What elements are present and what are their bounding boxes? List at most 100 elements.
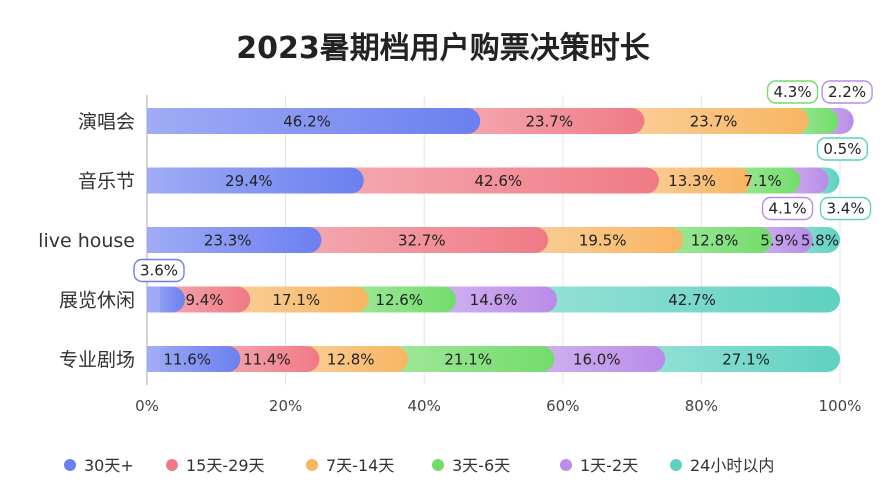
legend-item: 7天-14天 bbox=[306, 456, 394, 475]
x-tick-label: 0% bbox=[135, 397, 159, 415]
x-tick-label: 100% bbox=[819, 397, 862, 415]
segment-labels: 46.2% 23.7% 23.7% 4.3% 2.2% 0.5% 29.4% 42.6% 13.… bbox=[133, 80, 873, 369]
legend-label: 15天-29天 bbox=[186, 456, 265, 475]
chart-title: 2023暑期档用户购票决策时长 bbox=[236, 31, 650, 66]
legend-marker bbox=[670, 459, 682, 471]
legend-label: 3天-6天 bbox=[452, 456, 510, 475]
data-label: 7.1% bbox=[744, 172, 782, 190]
bar-segment bbox=[147, 167, 364, 194]
legend-item: 15天-29天 bbox=[166, 456, 265, 475]
data-label: 29.4% bbox=[225, 172, 273, 190]
bar-segment bbox=[632, 167, 752, 194]
data-label: 42.7% bbox=[668, 291, 716, 309]
x-tick-label: 80% bbox=[685, 397, 718, 415]
bar-segment bbox=[342, 286, 456, 313]
data-label: 16.0% bbox=[573, 351, 621, 369]
x-tick-label: 40% bbox=[408, 397, 441, 415]
bar-segment bbox=[295, 227, 549, 253]
callout: 4.1% bbox=[761, 196, 814, 221]
legend-label: 7天-14天 bbox=[326, 456, 394, 475]
legend-marker bbox=[560, 459, 572, 471]
callout: 3.4% bbox=[819, 196, 872, 221]
data-label: 11.6% bbox=[163, 351, 211, 369]
data-label: 5.9% bbox=[760, 232, 798, 250]
bar-segment bbox=[639, 346, 840, 372]
data-label: 23.7% bbox=[525, 113, 573, 131]
data-label: 42.6% bbox=[475, 172, 523, 190]
data-label: 0.5% bbox=[823, 140, 861, 158]
bar-segment-start bbox=[147, 286, 160, 313]
bar-segment bbox=[147, 108, 481, 134]
legend-item: 1天-2天 bbox=[560, 456, 638, 475]
legend: 30天+ 15天-29天 7天-14天 3天-6天 1天-2天 24小时以内 bbox=[64, 456, 774, 475]
callout-box bbox=[761, 196, 814, 221]
data-label: 4.3% bbox=[773, 83, 811, 101]
bars: 46.2% 23.7% 23.7% 4.3% 2.2% 0.5% 29.4% 42.6% 13.… bbox=[133, 80, 873, 372]
category-label: 展览休闲 bbox=[59, 290, 135, 312]
data-label: 9.4% bbox=[185, 291, 223, 309]
data-label: 46.2% bbox=[283, 113, 331, 131]
bar-segment bbox=[454, 108, 645, 134]
x-tick-label: 20% bbox=[269, 397, 302, 415]
bar-segment bbox=[522, 227, 684, 253]
callout-box bbox=[133, 258, 185, 283]
legend-item: 3天-6天 bbox=[432, 456, 510, 475]
bar-segment bbox=[657, 227, 772, 253]
data-label: 19.5% bbox=[579, 232, 627, 250]
x-tick-labels: 0% 20% 40% 60% 80% 100% bbox=[135, 397, 861, 415]
callout: 4.3% bbox=[766, 80, 819, 104]
bar-segment-start bbox=[147, 167, 160, 194]
data-label: 13.3% bbox=[668, 172, 716, 190]
bar-segment-start bbox=[147, 108, 160, 134]
category-label: live house bbox=[38, 230, 135, 252]
data-label: 4.1% bbox=[768, 200, 806, 218]
data-label: 12.6% bbox=[375, 291, 423, 309]
legend-marker bbox=[166, 459, 178, 471]
callout: 3.6% bbox=[133, 258, 185, 283]
legend-item: 30天+ bbox=[64, 456, 134, 475]
data-label: 11.4% bbox=[243, 351, 291, 369]
callout-box bbox=[821, 80, 873, 104]
bar-segment bbox=[147, 227, 322, 253]
data-label: 12.8% bbox=[691, 232, 739, 250]
legend-label: 1天-2天 bbox=[580, 456, 638, 475]
callout: 0.5% bbox=[816, 137, 869, 161]
bar-segment-start bbox=[147, 227, 160, 253]
data-label: 14.6% bbox=[470, 291, 518, 309]
data-label: 23.7% bbox=[690, 113, 738, 131]
bar-segment bbox=[528, 346, 666, 372]
legend-marker bbox=[432, 459, 444, 471]
data-label: 21.1% bbox=[444, 351, 492, 369]
category-label: 音乐节 bbox=[78, 171, 135, 193]
data-label: 5.8% bbox=[801, 232, 839, 250]
data-label: 3.4% bbox=[826, 200, 864, 218]
legend-label: 24小时以内 bbox=[690, 456, 774, 475]
bar-segment bbox=[382, 346, 555, 372]
bar-segment bbox=[147, 346, 241, 372]
data-label: 27.1% bbox=[722, 351, 770, 369]
bar-segment bbox=[224, 286, 369, 313]
data-label: 17.1% bbox=[273, 291, 321, 309]
callout-box bbox=[816, 137, 869, 161]
legend-item: 24小时以内 bbox=[670, 456, 774, 475]
category-label: 专业剧场 bbox=[59, 349, 135, 371]
legend-marker bbox=[64, 459, 76, 471]
data-label: 2.2% bbox=[828, 83, 866, 101]
callout-box bbox=[819, 196, 872, 221]
bar-segment bbox=[293, 346, 409, 372]
segments bbox=[147, 108, 854, 372]
bar-segment bbox=[531, 286, 840, 313]
callout: 2.2% bbox=[821, 80, 873, 104]
data-label: 23.3% bbox=[204, 232, 252, 250]
data-label: 12.8% bbox=[327, 351, 375, 369]
callout-box bbox=[766, 80, 819, 104]
bar-segment-start bbox=[147, 346, 160, 372]
bar-segment bbox=[337, 167, 659, 194]
bar-segment bbox=[214, 346, 320, 372]
category-label: 演唱会 bbox=[78, 111, 135, 133]
data-label: 32.7% bbox=[398, 232, 446, 250]
data-label: 3.6% bbox=[140, 262, 178, 280]
bar-segment bbox=[429, 286, 558, 313]
